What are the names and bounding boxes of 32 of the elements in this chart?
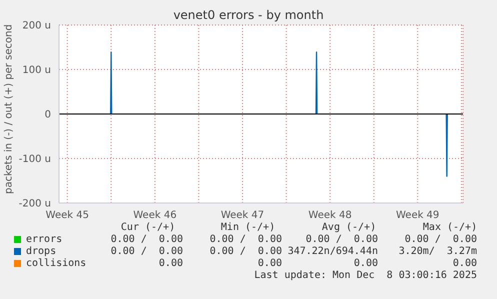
text: Avg (-/+): [320, 222, 378, 233]
text: 0.00: [452, 258, 477, 269]
y-tick-label: 0: [44, 110, 51, 121]
text: 0.00 / 0.00: [110, 246, 183, 257]
text: 3.20m/ 3.27m: [398, 246, 477, 257]
x-tick-label: Week 46: [133, 210, 177, 222]
text: 0.00: [256, 258, 282, 269]
text: 0.00 / 0.00: [306, 234, 378, 245]
text: 0.00 / 0.00: [208, 234, 282, 245]
legend-label: drops: [26, 246, 56, 257]
text: Last update: Mon Dec 8 03:00:16 2025: [253, 270, 477, 281]
y-axis-title: packets in (-) / out (+) per second: [4, 24, 15, 194]
chart-title: venet0 errors - by month: [172, 8, 325, 22]
y-tick-label: -100 u: [18, 154, 51, 166]
text: 0.00 / 0.00: [208, 246, 282, 257]
x-tick-label: Week 47: [220, 210, 264, 222]
text: 0.00 / 0.00: [110, 234, 183, 245]
y-tick-label: -200 u: [18, 198, 51, 210]
text: Min (-/+): [220, 222, 276, 233]
text: 0.00: [354, 258, 378, 269]
y-tick-label: 200 u: [22, 20, 51, 32]
x-tick-label: Week 49: [396, 210, 440, 222]
text: Cur (-/+): [120, 222, 176, 233]
text: Max (-/+): [422, 222, 478, 233]
text: 0.00 / 0.00: [404, 234, 477, 245]
legend-label: collisions: [26, 258, 86, 269]
x-tick-label: Week 45: [46, 210, 89, 222]
x-tick-label: Week 48: [308, 210, 352, 222]
text: 0.00: [158, 258, 183, 269]
y-tick-label: 100 u: [22, 65, 51, 76]
text: 347.22n/694.44n: [288, 246, 378, 257]
legend-label: errors: [26, 234, 62, 245]
